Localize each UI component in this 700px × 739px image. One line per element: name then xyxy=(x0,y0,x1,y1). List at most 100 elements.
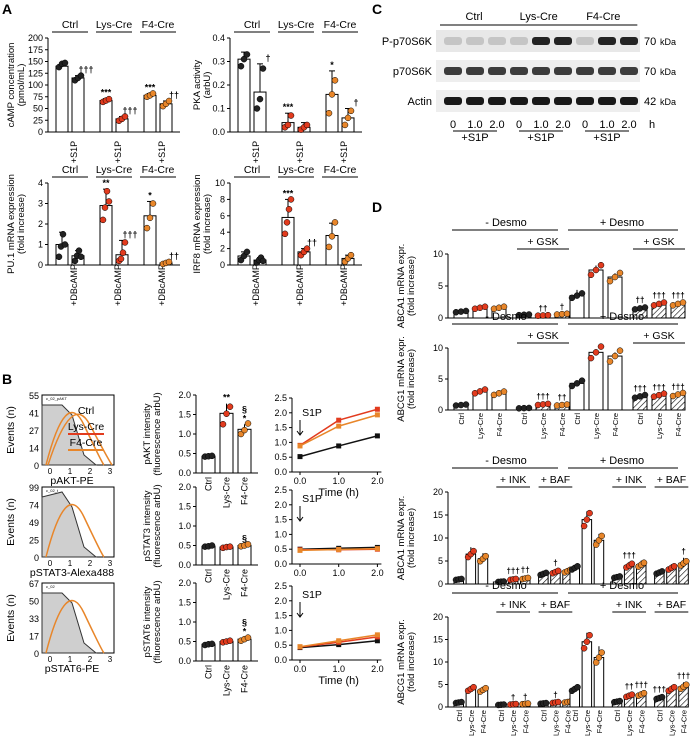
histogram-f4 xyxy=(45,503,105,558)
x-category-label: F4-Cre xyxy=(240,477,250,505)
y-tick-label: 5 xyxy=(438,680,443,690)
data-point xyxy=(660,390,668,397)
y-axis-label: (fluorescence arbU) xyxy=(152,484,163,567)
x-category-label: Ctrl xyxy=(655,710,664,722)
histogram-f4 xyxy=(45,599,105,654)
blot-band xyxy=(532,67,550,75)
y-tick-label: 10 xyxy=(433,343,443,353)
significance-mark: * xyxy=(243,413,247,423)
data-point xyxy=(611,273,619,281)
y-tick-label: 2 xyxy=(220,244,225,254)
group-label: Lys-Cre xyxy=(278,19,315,31)
x-axis-label: pSTAT6-PE xyxy=(45,663,99,675)
data-point xyxy=(641,391,649,399)
blot-band xyxy=(598,67,616,75)
data-point xyxy=(542,699,550,707)
inhibitor-label: + BAF xyxy=(657,474,686,486)
desmo-minus-label: - Desmo xyxy=(485,311,527,323)
series-marker xyxy=(336,546,342,552)
y-tick-label: 15 xyxy=(433,635,443,645)
data-point xyxy=(583,516,591,523)
blot-mw: 70 xyxy=(644,36,656,48)
x-tick-label: 3 xyxy=(108,467,113,476)
x-tick-label: 2.0 xyxy=(371,476,384,486)
desmo-minus-label: - Desmo xyxy=(485,580,527,592)
group-label: Ctrl xyxy=(62,164,78,176)
group-label: F4-Cre xyxy=(324,19,357,31)
data-point xyxy=(117,255,125,263)
y-tick-label: 2.0 xyxy=(274,500,287,510)
blot-row-label: P-p70S6K xyxy=(382,36,433,48)
treatment-label: +DBcAMP xyxy=(113,264,123,306)
y-tick-label: 100 xyxy=(28,80,43,90)
x-category-label: Lys-Cre xyxy=(509,710,518,736)
treatment-label: +S1P xyxy=(157,141,167,163)
significance-mark: †† xyxy=(521,566,530,575)
data-point xyxy=(253,105,261,112)
treatment-label: +S1P xyxy=(69,141,79,163)
series-marker xyxy=(374,632,380,638)
data-point xyxy=(331,77,339,84)
data-point xyxy=(578,290,586,297)
treatment-label: +S1P xyxy=(339,141,349,163)
blot-band xyxy=(576,97,594,105)
data-point xyxy=(458,575,465,583)
significance-mark: † xyxy=(681,547,685,556)
group-label: Lys-Cre xyxy=(96,19,133,31)
y-tick-label: 0.4 xyxy=(212,33,225,43)
y-tick-label: 67 xyxy=(29,579,39,589)
bar xyxy=(143,94,157,133)
y-tick-label: 6 xyxy=(220,211,225,221)
blot-band xyxy=(554,97,572,105)
y-tick-label: 0.2 xyxy=(212,80,225,90)
data-point xyxy=(616,573,624,580)
y-axis-label: (fluorescence arbU) xyxy=(152,580,163,663)
x-category-label: Ctrl xyxy=(204,665,214,679)
histogram-f4 xyxy=(45,411,105,466)
y-tick-label: 2.5 xyxy=(274,485,287,495)
data-point xyxy=(285,205,293,213)
x-category-label: F4-Cre xyxy=(611,413,620,436)
data-point xyxy=(256,95,264,103)
y-tick-label: 10 xyxy=(433,533,443,543)
significance-mark: ** xyxy=(102,178,110,188)
blot-group-label: Lys-Cre xyxy=(520,11,558,23)
data-point xyxy=(99,216,107,224)
y-tick-label: 55 xyxy=(29,391,39,401)
treatment-label: +S1P xyxy=(295,141,305,163)
data-point xyxy=(287,112,295,119)
data-point xyxy=(683,681,690,688)
significance-mark: ** xyxy=(223,393,231,403)
x-tick-label: 0 xyxy=(48,559,53,568)
x-tick-label: 0.0 xyxy=(294,568,307,578)
bar xyxy=(237,58,251,133)
y-tick-label: 1 xyxy=(38,240,43,250)
x-tick-label: 2 xyxy=(88,655,93,664)
lane-label: 2.0 xyxy=(555,119,570,131)
data-point xyxy=(658,693,666,701)
bar xyxy=(143,215,157,266)
y-tick-label: 0 xyxy=(38,260,43,270)
x-category-label: F4-Cre xyxy=(521,710,530,733)
y-axis-label: Events (n) xyxy=(5,406,17,454)
x-category-label: Ctrl xyxy=(204,569,214,583)
y-tick-label: 20 xyxy=(433,612,443,622)
y-axis-label: (fold increase) xyxy=(406,349,417,409)
s1p-annotation: S1P xyxy=(302,493,322,505)
data-point xyxy=(580,522,588,530)
bar xyxy=(55,65,69,133)
data-point xyxy=(481,303,489,310)
group-label: F4-Cre xyxy=(142,19,175,31)
significance-mark: ††† xyxy=(671,291,684,300)
blot-band xyxy=(510,67,528,75)
data-point xyxy=(143,224,151,232)
data-point xyxy=(587,271,595,279)
x-tick-label: 0.0 xyxy=(294,476,307,486)
blot-band xyxy=(576,37,594,45)
x-tick-label: 2 xyxy=(88,467,93,476)
y-tick-label: 25 xyxy=(29,536,39,546)
y-tick-label: 1.5 xyxy=(178,502,191,512)
y-tick-label: 5 xyxy=(438,374,443,384)
data-point xyxy=(578,377,586,384)
significance-mark: § xyxy=(242,533,247,543)
